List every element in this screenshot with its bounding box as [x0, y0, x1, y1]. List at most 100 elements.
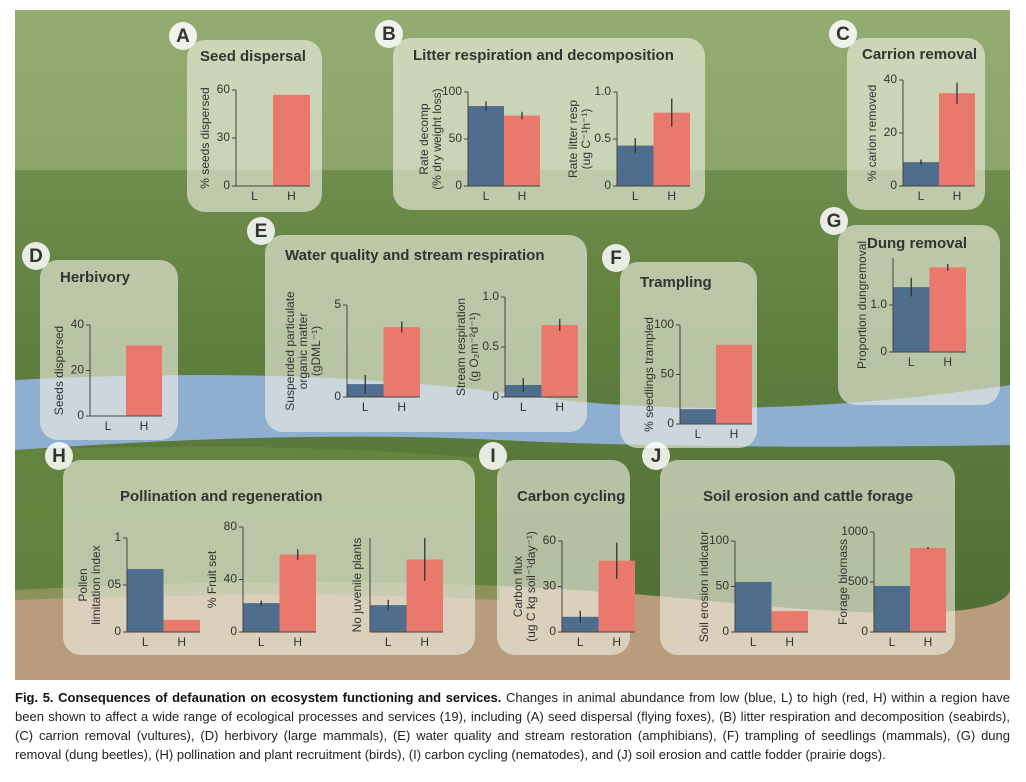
y-tick-label: 80 — [224, 519, 238, 533]
panel-letter: D — [29, 246, 43, 267]
panel-letter: E — [255, 221, 268, 242]
x-tick-label: H — [420, 635, 429, 649]
panel-badge — [829, 20, 857, 48]
y-tick-label: 500 — [848, 574, 868, 588]
y-axis-label: Pollen — [76, 568, 90, 601]
figure: A Seed dispersal B Litter respiration and d… — [15, 10, 1010, 680]
x-tick-label: H — [293, 635, 302, 649]
panel-box — [265, 235, 587, 432]
panel-letter: B — [382, 24, 396, 45]
panel-letter: C — [836, 24, 850, 45]
x-tick-label: H — [943, 355, 952, 369]
bar — [771, 611, 808, 632]
panel-badge — [22, 242, 50, 270]
panel-title: Soil erosion and cattle forage — [703, 488, 913, 505]
y-axis-label: Forage biomass — [836, 539, 850, 625]
panel-badge — [247, 217, 275, 245]
y-axis-label: (ug C⁻¹h⁻¹) — [579, 109, 593, 170]
panel-title: Carrion removal — [862, 46, 977, 63]
bar — [243, 603, 280, 632]
y-tick-label: 0 — [861, 624, 868, 638]
y-axis-label: (ug C kg soil⁻¹day⁻¹) — [524, 531, 538, 642]
panel-title: Seed dispersal — [200, 48, 306, 65]
bar — [874, 586, 910, 632]
bar — [127, 569, 164, 632]
x-tick-label: H — [953, 189, 962, 203]
y-tick-label: 0 — [114, 624, 121, 638]
x-tick-label: L — [483, 189, 490, 203]
x-tick-label: L — [142, 635, 149, 649]
bar — [273, 94, 310, 186]
y-tick-label: 100 — [654, 317, 674, 331]
panel-letter: H — [52, 446, 66, 467]
bar — [929, 267, 966, 352]
y-tick-label: 0 — [223, 178, 230, 192]
panel-letter: I — [490, 446, 495, 467]
x-tick-label: L — [577, 635, 584, 649]
y-axis-label: (g O₂m⁻²d⁻¹) — [467, 312, 481, 381]
y-axis-label: % seeds dispersed — [198, 87, 212, 188]
y-axis-label: Stream respiration — [454, 298, 468, 396]
y-axis-label: (gDML⁻¹) — [309, 326, 323, 376]
y-axis-label: Rate decomp — [417, 103, 431, 175]
panel-letter: A — [176, 26, 190, 47]
panel-title: Carbon cycling — [517, 488, 625, 505]
bar — [468, 106, 504, 186]
y-tick-label: 1000 — [841, 524, 868, 538]
panel-badge — [602, 244, 630, 272]
panel-title: Dung removal — [867, 235, 967, 252]
y-axis-label: % seedlings trampled — [642, 317, 656, 432]
y-tick-label: 0 — [604, 178, 611, 192]
y-tick-label: 0.5 — [482, 339, 499, 353]
y-tick-label: 1.0 — [594, 84, 611, 98]
x-tick-label: H — [287, 189, 296, 203]
y-tick-label: 5 — [334, 297, 341, 311]
y-tick-label: 50 — [716, 579, 730, 593]
x-tick-label: H — [555, 400, 564, 414]
bar — [504, 115, 540, 186]
panel-letter: G — [827, 211, 842, 232]
x-tick-label: L — [385, 635, 392, 649]
x-tick-label: L — [362, 400, 369, 414]
x-tick-label: H — [177, 635, 186, 649]
y-axis-label: Rate litter resp — [566, 100, 580, 178]
bar — [541, 325, 578, 397]
bar — [279, 554, 316, 632]
y-tick-label: 0 — [77, 408, 84, 422]
panel-letter: J — [651, 446, 662, 467]
caption-text: Changes in animal abundance from low (bl… — [15, 690, 1011, 762]
y-tick-label: 0.5 — [594, 131, 611, 145]
bar — [735, 581, 772, 632]
y-axis-label: % Fruit set — [205, 550, 219, 608]
y-axis-label: No juvenile plants — [350, 538, 364, 633]
x-tick-label: H — [397, 400, 406, 414]
x-tick-label: H — [140, 419, 149, 433]
bar — [939, 93, 975, 186]
y-tick-label: 100 — [709, 533, 729, 547]
y-tick-label: 40 — [71, 317, 85, 331]
bar — [910, 548, 946, 632]
panel-badge — [642, 442, 670, 470]
x-tick-label: L — [105, 419, 112, 433]
y-tick-label: 0 — [890, 178, 897, 192]
panel-badge — [375, 20, 403, 48]
y-tick-label: 0 — [880, 344, 887, 358]
x-tick-label: L — [520, 400, 527, 414]
x-tick-label: L — [258, 635, 265, 649]
bar — [562, 616, 599, 632]
y-tick-label: 0 — [230, 624, 237, 638]
charts: A Seed dispersal B Litter respiration and d… — [22, 20, 1000, 655]
panel-title: Trampling — [640, 274, 712, 291]
x-tick-label: H — [612, 635, 621, 649]
panel-badge — [169, 22, 197, 50]
y-tick-label: 40 — [884, 72, 898, 86]
caption-heading: Fig. 5. Consequences of defaunation on e… — [15, 690, 502, 705]
bar — [126, 345, 162, 416]
panel-badge — [479, 442, 507, 470]
y-tick-label: 20 — [884, 125, 898, 139]
y-tick-label: 0 — [549, 624, 556, 638]
y-tick-label: 20 — [71, 363, 85, 377]
x-tick-label: H — [924, 635, 933, 649]
panel-box — [497, 460, 630, 655]
